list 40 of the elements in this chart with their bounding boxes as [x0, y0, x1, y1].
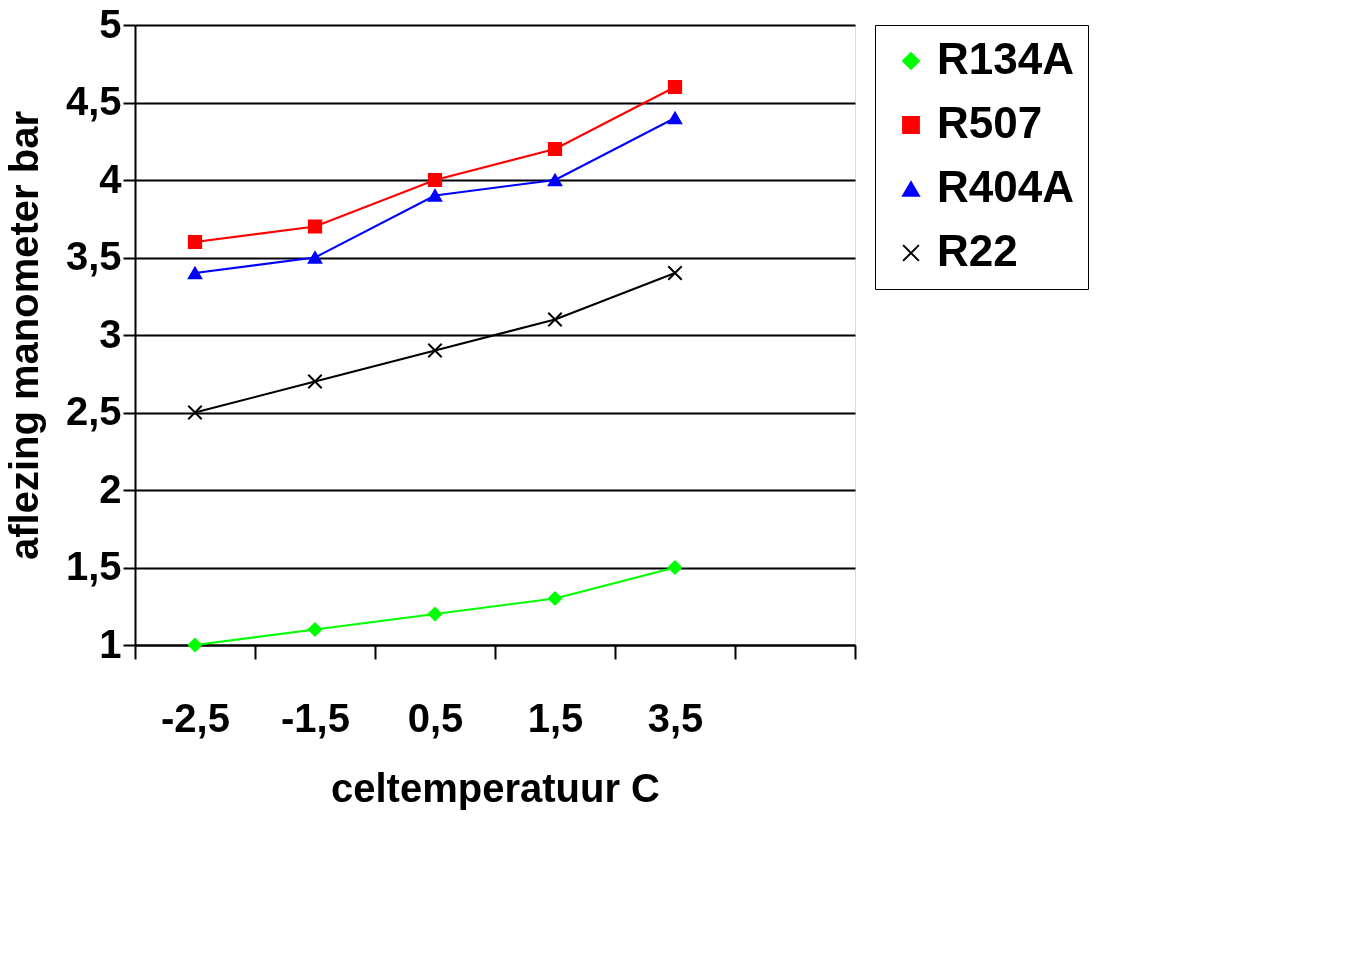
point [667, 79, 683, 95]
point [187, 637, 203, 653]
x-tick-label: -1,5 [281, 695, 350, 740]
point [187, 234, 203, 250]
legend-label: R22 [937, 226, 1018, 275]
point [427, 606, 443, 622]
y-tick-label: 2 [99, 466, 122, 511]
legend-label: R507 [937, 98, 1043, 147]
point [427, 189, 443, 202]
point [547, 173, 563, 187]
x-tick-label: 3,5 [647, 695, 704, 740]
y-tick-label: 1 [99, 621, 122, 666]
y-tick-label: 3 [99, 311, 122, 356]
x-tick-label: 1,5 [527, 695, 584, 740]
point [307, 219, 323, 234]
point [667, 560, 683, 575]
x-axis-title: celtemperatuur C [331, 765, 660, 810]
y-tick-label: 1,5 [65, 544, 122, 588]
point [307, 622, 323, 637]
point [307, 373, 323, 390]
legend-label: R134A [937, 34, 1074, 83]
point [547, 591, 563, 606]
point [547, 141, 563, 157]
point [667, 265, 683, 281]
y-tick-label: 2,5 [65, 389, 122, 433]
point [307, 251, 323, 264]
point [187, 404, 203, 421]
y-tick-label: 3,5 [65, 234, 122, 278]
point [427, 172, 443, 188]
y-tick-label: 4 [99, 156, 123, 201]
point [187, 266, 203, 280]
y-tick-label: 4,5 [65, 79, 122, 123]
point [427, 342, 443, 359]
point [667, 111, 683, 125]
y-axis-title: aflezing manometer bar [1, 110, 46, 561]
x-tick-label: -2,5 [161, 695, 230, 740]
point [547, 311, 563, 328]
y-tick-label: 5 [99, 1, 122, 46]
legend-label: R404A [937, 162, 1074, 211]
x-tick-label: 0,5 [407, 695, 464, 740]
